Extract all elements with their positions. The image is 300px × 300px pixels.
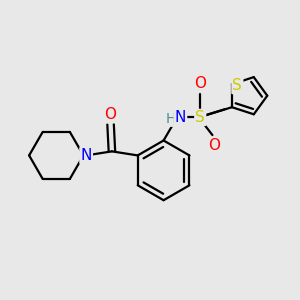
- Text: N: N: [175, 110, 186, 125]
- Text: S: S: [232, 78, 242, 93]
- Text: H: H: [166, 112, 176, 126]
- Text: N: N: [80, 148, 92, 163]
- Text: O: O: [194, 76, 206, 91]
- Text: O: O: [105, 107, 117, 122]
- Text: O: O: [208, 138, 220, 153]
- Text: S: S: [195, 110, 205, 125]
